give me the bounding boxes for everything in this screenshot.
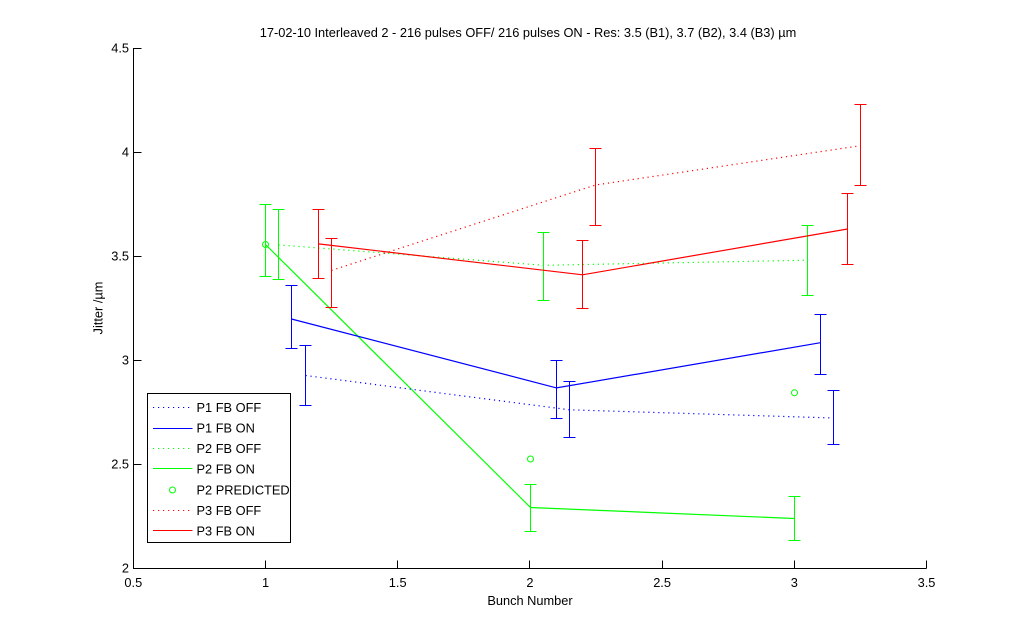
svg-text:3.5: 3.5 (111, 249, 129, 264)
svg-text:1: 1 (262, 575, 269, 590)
svg-text:P2 FB OFF: P2 FB OFF (197, 441, 262, 456)
svg-text:P3 FB OFF: P3 FB OFF (197, 503, 262, 518)
svg-text:P1 FB OFF: P1 FB OFF (197, 400, 262, 415)
svg-text:4: 4 (122, 145, 129, 160)
svg-text:2.5: 2.5 (653, 575, 671, 590)
svg-text:P2 FB ON: P2 FB ON (197, 462, 255, 477)
svg-text:2: 2 (122, 561, 129, 576)
svg-text:3: 3 (122, 353, 129, 368)
svg-text:2.5: 2.5 (111, 457, 129, 472)
svg-text:P2 PREDICTED: P2 PREDICTED (197, 483, 290, 498)
svg-text:2: 2 (526, 575, 533, 590)
svg-text:Bunch Number: Bunch Number (487, 593, 573, 608)
svg-text:P3 FB ON: P3 FB ON (197, 524, 255, 539)
svg-text:17-02-10 Interleaved 2 - 216 p: 17-02-10 Interleaved 2 - 216 pulses OFF/… (260, 25, 797, 40)
svg-text:Jitter /µm: Jitter /µm (91, 282, 106, 335)
svg-text:0.5: 0.5 (124, 575, 142, 590)
svg-text:4.5: 4.5 (111, 41, 129, 56)
svg-text:P1 FB ON: P1 FB ON (197, 421, 255, 436)
svg-text:3: 3 (791, 575, 798, 590)
svg-text:1.5: 1.5 (389, 575, 407, 590)
svg-text:3.5: 3.5 (918, 575, 936, 590)
